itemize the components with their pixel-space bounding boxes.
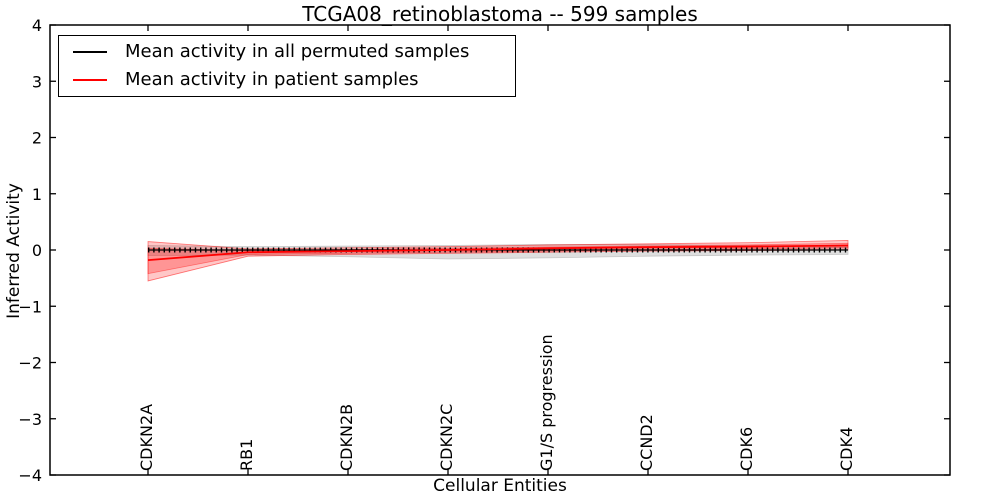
- y-axis-label: Inferred Activity: [4, 183, 24, 319]
- y-tick-label: 3: [32, 72, 42, 91]
- y-tick-label: −1: [18, 297, 42, 316]
- x-tick-label: CDK4: [837, 427, 856, 471]
- permuted-line-swatch: [73, 51, 107, 53]
- y-tick-label: 0: [32, 241, 42, 260]
- legend: Mean activity in all permuted samples Me…: [58, 35, 516, 97]
- legend-item-permuted: Mean activity in all permuted samples: [59, 40, 515, 64]
- patient-mean-line: [147, 244, 849, 262]
- y-tick-label: −2: [18, 354, 42, 373]
- x-axis-label: Cellular Entities: [433, 476, 567, 496]
- legend-label-permuted: Mean activity in all permuted samples: [125, 41, 470, 62]
- x-tick-label: CDK6: [737, 427, 756, 471]
- y-tick-label: −3: [18, 410, 42, 429]
- chart-title: TCGA08_retinoblastoma -- 599 samples: [302, 2, 698, 26]
- y-tick-label: 2: [32, 129, 42, 148]
- x-tick-label: CCND2: [637, 414, 656, 471]
- y-tick-label: 1: [32, 185, 42, 204]
- legend-label-patient: Mean activity in patient samples: [125, 69, 419, 90]
- y-tick-label: 4: [32, 16, 42, 35]
- x-tick-label: CDKN2B: [337, 404, 356, 471]
- x-tick-label: G1/S progression: [537, 334, 556, 471]
- x-tick-label: CDKN2A: [137, 404, 156, 471]
- legend-item-patient: Mean activity in patient samples: [59, 68, 515, 92]
- y-tick-label: −4: [18, 466, 42, 485]
- x-tick-label: RB1: [237, 439, 256, 471]
- patient-line-swatch: [73, 79, 107, 81]
- x-tick-label: CDKN2C: [437, 404, 456, 471]
